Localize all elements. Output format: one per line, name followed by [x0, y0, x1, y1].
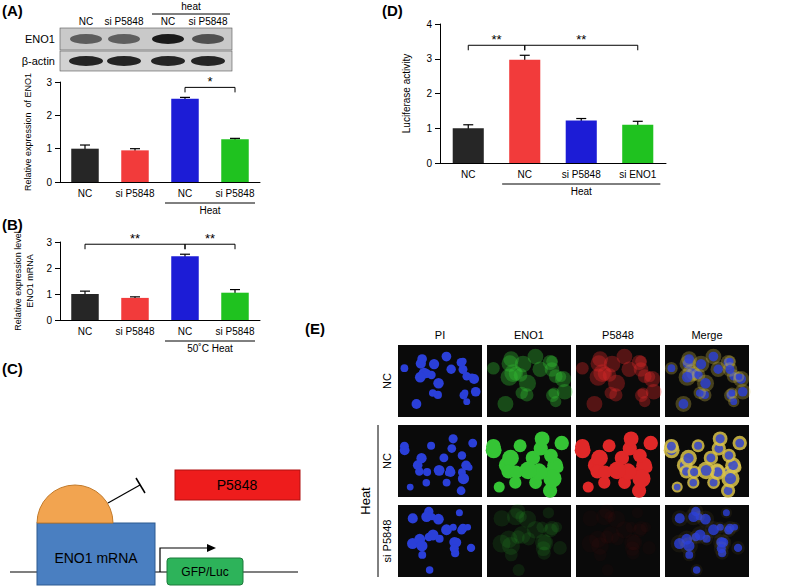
svg-text:ENO1: ENO1 — [514, 329, 544, 341]
svg-text:Merge: Merge — [691, 329, 722, 341]
svg-text:Relative expression of ENO1: Relative expression of ENO1 — [23, 73, 33, 191]
svg-text:**: ** — [130, 231, 140, 246]
svg-text:*: * — [207, 74, 212, 89]
svg-text:heat: heat — [181, 1, 201, 12]
svg-text:(C): (C) — [2, 360, 23, 377]
svg-text:Heat: Heat — [358, 487, 373, 515]
svg-text:ENO1: ENO1 — [25, 33, 55, 45]
svg-text:si P5848: si P5848 — [116, 188, 155, 199]
svg-text:3: 3 — [46, 237, 52, 248]
svg-text:0: 0 — [46, 177, 52, 188]
svg-text:si ENO1: si ENO1 — [619, 169, 657, 180]
svg-text:50˚C Heat: 50˚C Heat — [187, 343, 233, 354]
svg-text:P5848: P5848 — [602, 329, 634, 341]
svg-text:2: 2 — [426, 88, 432, 99]
svg-text:(E): (E) — [305, 320, 325, 337]
svg-text:2: 2 — [46, 263, 52, 274]
svg-text:1: 1 — [46, 289, 52, 300]
svg-text:si P5848: si P5848 — [105, 16, 144, 27]
svg-text:**: ** — [491, 32, 501, 47]
svg-text:**: ** — [205, 231, 215, 246]
svg-text:0: 0 — [46, 315, 52, 326]
svg-text:Relative expression level: Relative expression level — [13, 231, 23, 331]
svg-text:si P5848: si P5848 — [562, 169, 601, 180]
svg-text:si P5848: si P5848 — [216, 188, 255, 199]
svg-text:NC: NC — [461, 169, 475, 180]
svg-text:(A): (A) — [2, 2, 23, 19]
svg-text:Heat: Heat — [571, 186, 592, 197]
svg-text:3: 3 — [46, 77, 52, 88]
svg-text:GFP/Luc: GFP/Luc — [181, 565, 228, 579]
svg-text:NC: NC — [381, 453, 393, 469]
svg-text:1: 1 — [426, 123, 432, 134]
svg-text:ENO1 mRNA: ENO1 mRNA — [54, 550, 138, 566]
svg-text:(B): (B) — [2, 216, 23, 233]
svg-text:β-actin: β-actin — [22, 55, 55, 67]
svg-text:NC: NC — [178, 188, 192, 199]
svg-text:2: 2 — [46, 110, 52, 121]
svg-text:1: 1 — [46, 143, 52, 154]
svg-text:**: ** — [576, 32, 586, 47]
svg-text:PI: PI — [435, 329, 445, 341]
svg-text:0: 0 — [426, 158, 432, 169]
svg-text:si P5848: si P5848 — [116, 326, 155, 337]
svg-text:si P5848: si P5848 — [381, 520, 393, 563]
svg-text:4: 4 — [426, 19, 432, 30]
svg-text:NC: NC — [79, 16, 93, 27]
svg-text:(D): (D) — [382, 2, 403, 19]
svg-text:ENO1 mRNA: ENO1 mRNA — [25, 254, 35, 308]
svg-text:NC: NC — [161, 16, 175, 27]
svg-text:Heat: Heat — [199, 205, 220, 216]
svg-text:NC: NC — [381, 373, 393, 389]
svg-text:si P5848: si P5848 — [216, 326, 255, 337]
svg-text:NC: NC — [78, 326, 92, 337]
svg-text:si P5848: si P5848 — [189, 16, 228, 27]
svg-text:NC: NC — [178, 326, 192, 337]
svg-text:Luciferase activity: Luciferase activity — [401, 54, 412, 133]
svg-text:P5848: P5848 — [217, 477, 258, 493]
svg-text:NC: NC — [518, 169, 532, 180]
svg-text:NC: NC — [78, 188, 92, 199]
svg-text:3: 3 — [426, 53, 432, 64]
